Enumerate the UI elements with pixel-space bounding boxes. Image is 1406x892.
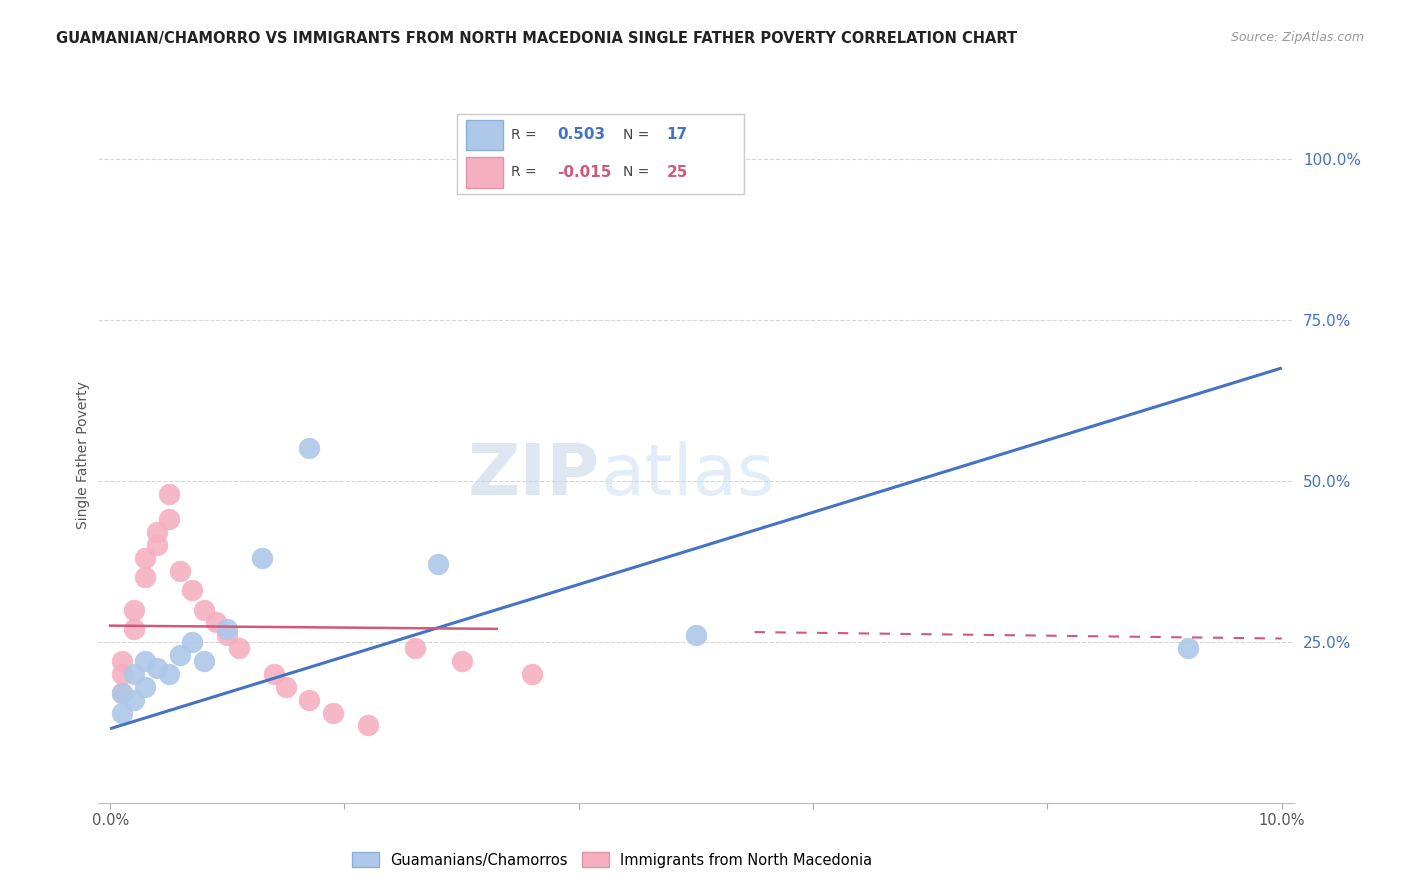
Point — [146, 538, 169, 552]
Point — [404, 641, 426, 656]
Text: atlas: atlas — [600, 442, 775, 510]
Point — [122, 602, 145, 616]
Text: GUAMANIAN/CHAMORRO VS IMMIGRANTS FROM NORTH MACEDONIA SINGLE FATHER POVERTY CORR: GUAMANIAN/CHAMORRO VS IMMIGRANTS FROM NO… — [56, 31, 1018, 46]
Point — [122, 667, 145, 681]
Text: Source: ZipAtlas.com: Source: ZipAtlas.com — [1230, 31, 1364, 45]
Point — [181, 634, 204, 648]
Point — [252, 551, 274, 566]
Point — [111, 654, 134, 668]
Point — [450, 654, 472, 668]
Point — [685, 628, 707, 642]
Legend: Guamanians/Chamorros, Immigrants from North Macedonia: Guamanians/Chamorros, Immigrants from No… — [347, 848, 877, 872]
Point — [134, 680, 156, 694]
Point — [111, 706, 134, 720]
Point — [111, 686, 134, 700]
Y-axis label: Single Father Poverty: Single Father Poverty — [76, 381, 90, 529]
Point — [169, 648, 191, 662]
Point — [228, 641, 250, 656]
Point — [146, 660, 169, 674]
Point — [193, 602, 215, 616]
Point — [193, 654, 215, 668]
Point — [217, 628, 239, 642]
Point — [146, 525, 169, 540]
Point — [134, 551, 156, 566]
Point — [427, 558, 450, 572]
Point — [263, 667, 285, 681]
Point — [217, 622, 239, 636]
Point — [181, 583, 204, 598]
Point — [298, 692, 321, 706]
Point — [157, 512, 180, 526]
Point — [122, 692, 145, 706]
Point — [204, 615, 226, 630]
Point — [274, 680, 297, 694]
Point — [111, 667, 134, 681]
Point — [322, 706, 344, 720]
Point — [122, 622, 145, 636]
Point — [157, 486, 180, 500]
Point — [111, 686, 134, 700]
Text: ZIP: ZIP — [468, 442, 600, 510]
Point — [169, 564, 191, 578]
Point — [357, 718, 380, 732]
Point — [157, 667, 180, 681]
Point — [134, 654, 156, 668]
Point — [298, 442, 321, 456]
Point — [520, 667, 543, 681]
Point — [1177, 641, 1199, 656]
Point — [134, 570, 156, 584]
